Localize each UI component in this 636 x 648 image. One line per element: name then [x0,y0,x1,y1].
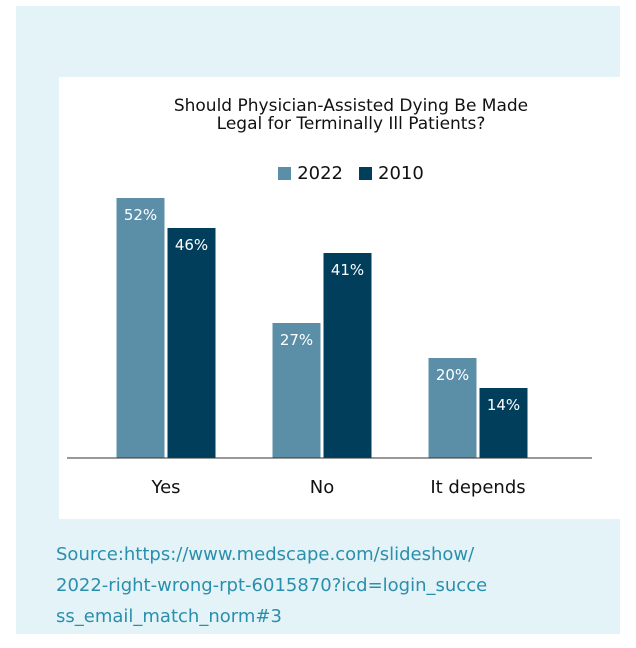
legend: 2022 2010 [59,163,636,184]
source-line-2: 2022-right-wrong-rpt-6015870?icd=login_s… [56,575,488,596]
data-label-2022-it-depends: 20% [436,366,469,384]
bar-2010-yes [167,228,216,458]
data-label-2022-no: 27% [280,331,313,349]
bar-chart-plot: 52% 46% Yes 27% 41% No 20% 14% It depends [67,198,592,498]
chart-title-line-2: Legal for Terminally Ill Patients? [216,114,486,134]
data-label-2010-it-depends: 14% [487,396,520,414]
legend-label-2010: 2010 [378,163,424,184]
legend-label-2022: 2022 [297,163,343,184]
legend-item-2010: 2010 [359,163,424,184]
x-tick-label-it-depends: It depends [430,477,525,498]
bar-2022-it-depends [428,358,477,458]
source-citation: Source:https://www.medscape.com/slidesho… [56,539,616,632]
legend-swatch-2010 [359,167,372,180]
legend-item-2022: 2022 [278,163,343,184]
data-label-2010-no: 41% [331,261,364,279]
legend-swatch-2022 [278,167,292,180]
source-line-1: Source:https://www.medscape.com/slidesho… [56,544,475,565]
bar-2022-no [272,323,321,458]
bar-2022-yes [116,198,165,458]
source-line-3: ss_email_match_norm#3 [56,606,282,627]
data-label-2022-yes: 52% [124,206,157,224]
chart-title-line-1: Should Physician-Assisted Dying Be Made [173,96,529,116]
bar-2010-it-depends [479,388,528,458]
chart-title: Should Physician-Assisted Dying Be Made … [59,97,636,133]
chart-card: Should Physician-Assisted Dying Be Made … [59,77,629,519]
x-tick-label-yes: Yes [150,477,180,498]
x-tick-label-no: No [310,477,334,498]
bar-2010-no [323,253,372,458]
background-panel: Should Physician-Assisted Dying Be Made … [16,6,629,634]
data-label-2010-yes: 46% [175,236,208,254]
